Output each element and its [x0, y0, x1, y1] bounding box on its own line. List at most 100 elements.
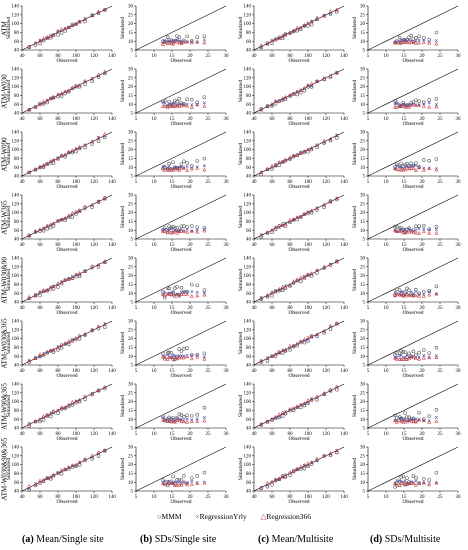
regression366-point — [288, 92, 292, 97]
regression366-point — [195, 102, 200, 107]
y-tick-label: 10 — [128, 418, 134, 423]
y-tick-label: 60 — [246, 418, 252, 423]
regression366-point — [259, 170, 264, 174]
regression-yrly-point — [395, 101, 399, 105]
x-tick-label: 30 — [224, 243, 230, 248]
mmm-point — [83, 19, 87, 24]
regression366-point — [421, 229, 426, 234]
mmm-point — [407, 351, 411, 356]
x-tick-label: 40 — [20, 432, 26, 437]
regression366-point — [309, 208, 314, 213]
x-tick-label: 40 — [252, 432, 258, 437]
regression366-point — [77, 209, 82, 213]
y-axis-label: Simulated — [6, 17, 12, 40]
mmm-point — [74, 149, 78, 154]
y-tick-label: 25 — [128, 265, 134, 270]
y-tick-label: 100 — [244, 400, 252, 405]
mmm-point — [434, 284, 439, 289]
regression366-point — [434, 419, 439, 423]
mmm-point — [315, 271, 319, 275]
regression366-point — [66, 25, 71, 29]
regression-yrly-point — [74, 22, 78, 26]
x-tick-label: 15 — [402, 432, 408, 437]
regression366-point — [162, 417, 167, 422]
y-tick-label: 80 — [14, 346, 20, 351]
regression-yrly-point — [399, 353, 403, 357]
regression366-point — [273, 225, 278, 229]
x-tick-label: 100 — [72, 306, 80, 311]
x-tick-label: 80 — [56, 495, 62, 500]
one-to-one-line — [367, 5, 459, 51]
regression366-point — [102, 69, 107, 74]
x-tick-label: 20 — [420, 369, 426, 374]
regression366-point — [417, 357, 422, 361]
regression366-point — [27, 422, 32, 426]
regression366-point — [45, 414, 50, 418]
regression366-point — [411, 102, 416, 107]
regression-yrly-point — [395, 164, 399, 168]
y-tick-label: 60 — [246, 292, 252, 297]
mmm-point — [49, 287, 53, 291]
x-tick-label: 20 — [188, 432, 194, 437]
mmm-point — [171, 160, 175, 165]
x-tick-label: 100 — [304, 432, 312, 437]
mmm-point — [83, 82, 87, 87]
mmm-point — [299, 279, 303, 284]
x-tick-label: 60 — [270, 117, 276, 122]
y-tick-label: 5 — [363, 364, 366, 369]
x-axis-label: Observed — [56, 373, 77, 379]
mmm-point — [427, 351, 431, 355]
regression366-point — [63, 152, 68, 157]
y-tick-label: 15 — [360, 31, 366, 36]
mmm-point — [27, 424, 31, 428]
regression366-point — [189, 294, 194, 298]
regression366-point — [277, 412, 282, 416]
regression-yrly-point — [274, 478, 278, 482]
mmm-point — [195, 225, 199, 230]
regression366-point — [90, 139, 95, 144]
mmm-point — [38, 41, 42, 46]
one-to-one-line — [135, 320, 227, 366]
y-tick-label: 30 — [360, 320, 366, 325]
y-tick-label: 80 — [246, 94, 252, 99]
x-tick-label: 25 — [206, 432, 212, 437]
regression366-point — [298, 214, 303, 219]
y-tick-label: 100 — [244, 211, 252, 216]
regression366-point — [172, 356, 177, 361]
regression366-point — [66, 277, 71, 281]
x-tick-label: 5 — [135, 369, 138, 374]
regression366-point — [277, 286, 282, 291]
x-tick-label: 40 — [252, 180, 258, 185]
x-tick-label: 140 — [340, 306, 348, 311]
regression366-point — [96, 199, 101, 203]
y-tick-label: 120 — [12, 139, 20, 144]
mmm-point — [163, 481, 167, 486]
mmm-point — [259, 45, 263, 50]
mmm-point — [288, 220, 292, 225]
regression366-point — [273, 37, 278, 42]
x-tick-label: 15 — [402, 495, 408, 500]
regression366-point — [265, 419, 270, 424]
y-tick-label: 25 — [128, 202, 134, 207]
regression366-point — [334, 259, 339, 264]
mmm-point — [169, 225, 174, 230]
regression366-point — [295, 404, 300, 408]
mmm-point — [41, 101, 46, 106]
x-tick-label: 5 — [135, 117, 138, 122]
y-tick-label: 80 — [246, 157, 252, 162]
x-tick-label: 10 — [152, 432, 158, 437]
y-tick-label: 10 — [128, 292, 134, 297]
mmm-point — [38, 101, 42, 106]
regression366-point — [295, 277, 300, 281]
mmm-point — [434, 97, 439, 101]
y-axis-label: Simulated — [352, 458, 358, 481]
regression366-point — [56, 218, 60, 223]
regression-yrly-point — [51, 411, 56, 415]
regression366-point — [66, 403, 71, 407]
regression366-point — [48, 348, 53, 352]
regression366-point — [202, 228, 207, 233]
regression-yrly-point — [401, 228, 405, 232]
regression-yrly-point — [202, 416, 206, 420]
y-tick-label: 10 — [128, 229, 134, 234]
regression-yrly-point — [185, 290, 189, 294]
